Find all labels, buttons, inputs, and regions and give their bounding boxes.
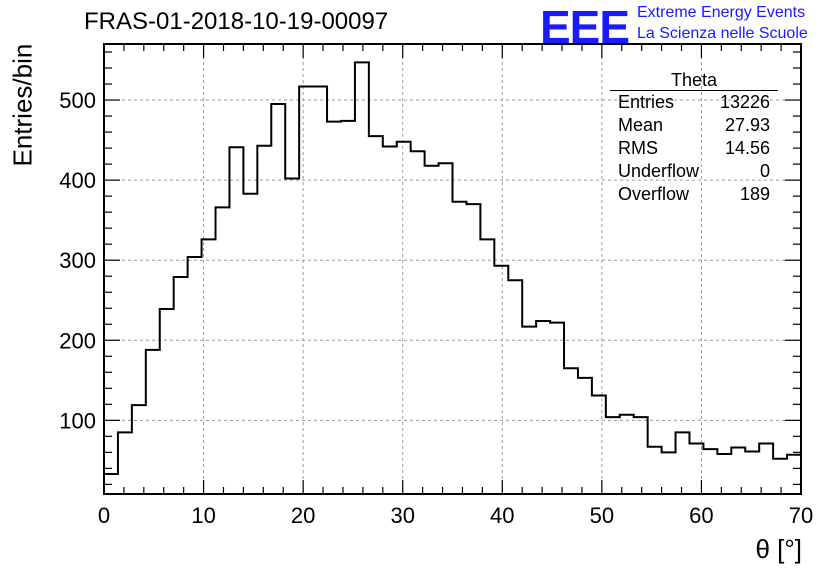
x-tick-label: 70 (789, 503, 813, 528)
stats-value: 13226 (719, 92, 770, 112)
histogram-line (104, 61, 801, 475)
stats-row-underflow: Underflow 0 (610, 160, 778, 183)
stats-label: Underflow (618, 161, 700, 181)
stats-label: Overflow (618, 184, 690, 204)
stats-label: Mean (618, 115, 664, 135)
plot-frame (103, 43, 802, 495)
x-tick-label: 0 (98, 503, 110, 528)
stats-value: 189 (739, 184, 770, 204)
y-tick-label: 200 (59, 328, 96, 353)
stats-box: Theta Entries 13226 Mean 27.93 RMS 14.56… (610, 70, 778, 206)
stats-value: 0 (759, 161, 770, 181)
x-tick-label: 10 (191, 503, 215, 528)
eee-logo-icon: EEE (540, 1, 630, 53)
x-tick-label: 30 (390, 503, 414, 528)
stats-row-mean: Mean 27.93 (610, 114, 778, 137)
x-axis-label: θ [°] (755, 534, 802, 564)
chart-title: FRAS-01-2018-10-19-00097 (84, 8, 389, 35)
stats-value: 27.93 (724, 115, 770, 135)
y-tick-label: 400 (59, 168, 96, 193)
x-tick-label: 20 (291, 503, 315, 528)
y-axis-label: Entries/bin (7, 43, 38, 167)
logo-line-2: La Scienza nelle Scuole (637, 25, 808, 42)
stats-value: 14.56 (724, 138, 770, 158)
y-tick-label: 500 (59, 88, 96, 113)
x-tick-label: 50 (590, 503, 614, 528)
stats-title: Theta (610, 70, 778, 91)
stats-row-rms: RMS 14.56 (610, 137, 778, 160)
y-tick-label: 100 (59, 408, 96, 433)
x-tick-label: 40 (490, 503, 514, 528)
stats-label: RMS (618, 138, 658, 158)
tick-labels: 0 10 20 30 40 50 60 70 100 200 300 400 500 (59, 88, 813, 528)
y-tick-label: 300 (59, 248, 96, 273)
logo-line-1: Extreme Energy Events (637, 4, 806, 21)
stats-row-entries: Entries 13226 (610, 91, 778, 114)
stats-label: Entries (618, 92, 675, 112)
x-tick-label: 60 (689, 503, 713, 528)
stats-row-overflow: Overflow 189 (610, 183, 778, 206)
